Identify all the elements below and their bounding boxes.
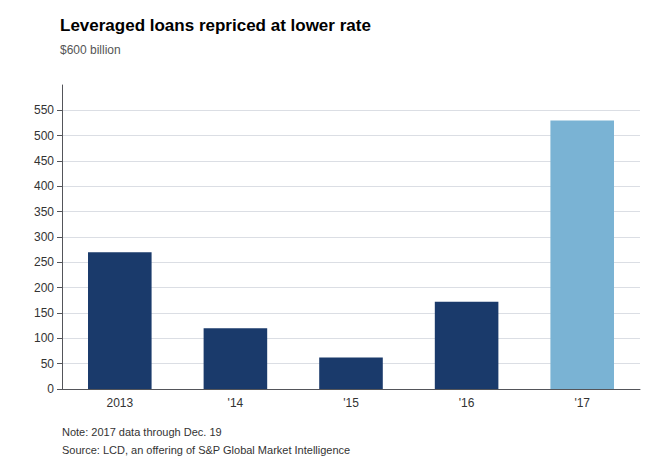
svg-text:400: 400 xyxy=(34,179,54,193)
svg-text:300: 300 xyxy=(34,230,54,244)
svg-text:$600 billion: $600 billion xyxy=(60,43,121,57)
svg-text:Note: 2017 data through Dec. 1: Note: 2017 data through Dec. 19 xyxy=(62,426,222,438)
svg-text:'15: '15 xyxy=(343,396,359,410)
svg-text:Source: LCD, an offering of S&: Source: LCD, an offering of S&P Global M… xyxy=(62,444,350,456)
svg-text:50: 50 xyxy=(41,357,55,371)
svg-text:550: 550 xyxy=(34,103,54,117)
svg-text:Leveraged loans repriced at lo: Leveraged loans repriced at lower rate xyxy=(60,16,371,35)
svg-text:0: 0 xyxy=(47,382,54,396)
svg-text:'16: '16 xyxy=(459,396,475,410)
svg-text:500: 500 xyxy=(34,129,54,143)
svg-text:250: 250 xyxy=(34,255,54,269)
svg-text:'14: '14 xyxy=(228,396,244,410)
svg-text:150: 150 xyxy=(34,306,54,320)
svg-text:450: 450 xyxy=(34,154,54,168)
svg-text:2013: 2013 xyxy=(106,396,133,410)
svg-text:'17: '17 xyxy=(574,396,590,410)
svg-text:100: 100 xyxy=(34,331,54,345)
svg-text:350: 350 xyxy=(34,205,54,219)
svg-text:200: 200 xyxy=(34,281,54,295)
